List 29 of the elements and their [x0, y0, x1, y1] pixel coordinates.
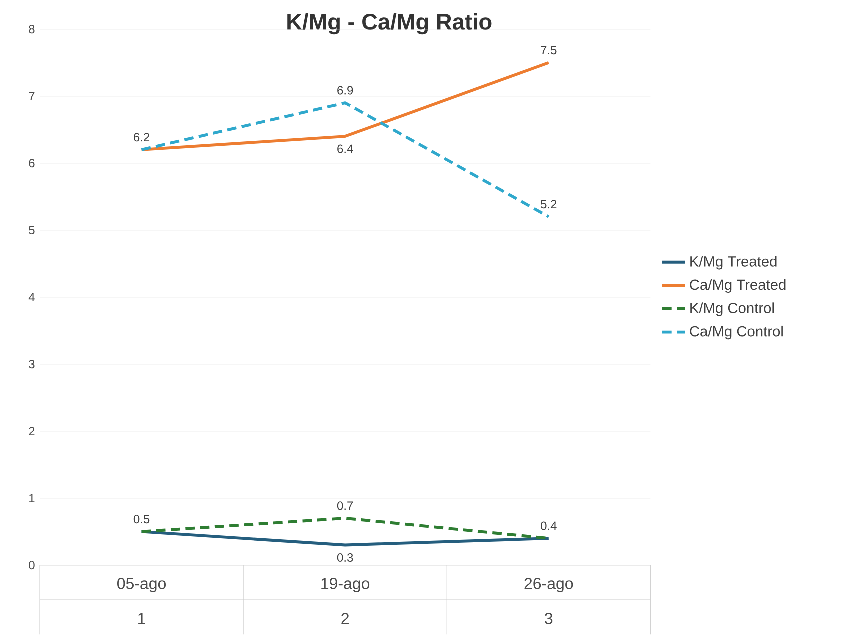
y-tick-label: 5: [29, 226, 35, 235]
legend-label: K/Mg Treated: [690, 256, 777, 270]
data-label: 0.3: [337, 553, 354, 562]
legend-label: Ca/Mg Treated: [690, 279, 786, 294]
data-label: 5.2: [541, 200, 557, 209]
y-tick-label: 2: [29, 427, 35, 436]
data-label: 0.4: [541, 522, 557, 530]
y-tick-label: 3: [29, 360, 35, 369]
y-tick-label: 0: [29, 561, 35, 570]
chart-title: K/Mg - Ca/Mg Ratio: [288, 13, 492, 35]
text: 1: [138, 613, 146, 624]
data-label: 0.7: [337, 502, 354, 510]
data-label: 7.5: [541, 46, 557, 55]
y-tick-label: 4: [28, 293, 35, 302]
data-label: 6.9: [338, 86, 354, 95]
data-label: 6.4: [338, 144, 354, 154]
y-tick-label: 8: [29, 25, 35, 34]
legend-label: K/Mg Control: [690, 302, 774, 316]
text: 3: [545, 613, 553, 624]
text: 2: [342, 613, 349, 624]
data-label: 6.2: [134, 133, 150, 142]
legend-label: Ca/Mg Control: [690, 326, 783, 340]
x-tick-label: 26-ago: [524, 578, 574, 593]
y-tick-label: 1: [30, 494, 35, 502]
data-label: 0.5: [134, 515, 150, 524]
x-tick-label: 05-ago: [118, 578, 166, 593]
y-tick-label: 6: [29, 159, 35, 168]
x-tick-label: 19-ago: [322, 578, 370, 593]
y-tick-label: 7: [29, 92, 35, 100]
